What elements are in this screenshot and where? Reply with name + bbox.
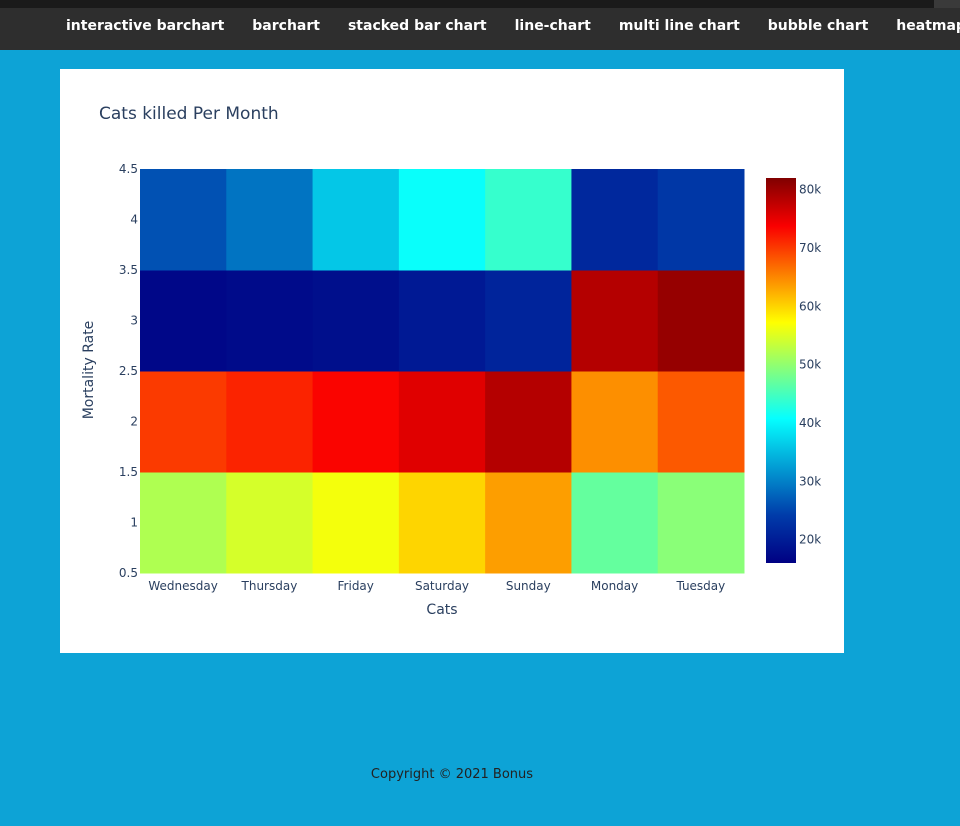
navbar: interactive barchart barchart stacked ba…: [0, 0, 960, 50]
heatmap-cell: [140, 169, 227, 271]
x-axis-ticks: Wednesday Thursday Friday Saturday Sunday Mon…: [148, 579, 725, 593]
colorbar-tick-label: 40k: [799, 416, 821, 430]
colorbar-tick-label: 20k: [799, 533, 821, 547]
colorbar: [766, 178, 796, 563]
x-tick-label: Sunday: [506, 579, 551, 593]
heatmap-cell: [312, 270, 400, 372]
colorbar-tick-label: 70k: [799, 241, 821, 255]
nav-links: interactive barchart barchart stacked ba…: [52, 14, 960, 38]
nav-link-bubble-chart[interactable]: bubble chart: [767, 18, 869, 34]
heatmap-cell: [657, 270, 745, 372]
nav-link-multi-line-chart[interactable]: multi line chart: [618, 18, 740, 34]
heatmap-cell: [398, 371, 486, 473]
y-tick-label: 3: [130, 314, 138, 328]
heatmap-cell: [657, 472, 745, 574]
colorbar-tick-label: 50k: [799, 358, 821, 372]
x-tick-label: Saturday: [415, 579, 469, 593]
heatmap-cell: [226, 270, 314, 372]
chart-title: Cats killed Per Month: [99, 104, 279, 124]
heatmap-cell: [657, 169, 745, 271]
heatmap-cell: [571, 472, 659, 574]
colorbar-tick-label: 80k: [799, 183, 821, 197]
heatmap-cell: [398, 169, 486, 271]
y-tick-label: 4.5: [119, 162, 138, 176]
heatmap-cell: [657, 371, 745, 473]
heatmap-cell: [312, 371, 400, 473]
footer-copyright: Copyright © 2021 Bonus: [370, 767, 534, 782]
y-tick-label: 4: [130, 213, 138, 227]
nav-link-stacked-bar-chart[interactable]: stacked bar chart: [347, 18, 487, 34]
heatmap-cell: [485, 270, 572, 372]
colorbar-tick-label: 30k: [799, 474, 821, 488]
heatmap-cell: [485, 169, 572, 271]
heatmap-cell: [571, 169, 659, 271]
colorbar-tick-label: 60k: [799, 299, 821, 313]
heatmap-cell: [140, 371, 227, 473]
heatmap-cell: [485, 472, 572, 574]
x-tick-label: Thursday: [241, 579, 298, 593]
y-tick-label: 3.5: [119, 263, 138, 277]
nav-link-heatmap[interactable]: heatmap: [896, 18, 960, 34]
nav-link-barchart[interactable]: barchart: [252, 18, 320, 34]
x-tick-label: Monday: [591, 579, 638, 593]
y-axis-label: Mortality Rate: [81, 321, 97, 420]
heatmap-cell: [226, 371, 314, 473]
heatmap-cell: [140, 472, 227, 574]
heatmap-cell: [485, 371, 572, 473]
navbar-corner: [934, 0, 960, 8]
heatmap-chart: Cats killed Per Month 0.5 1 1.5 2 2.5 3 3.5 4 4.…: [81, 104, 821, 618]
heatmap-cell: [398, 270, 486, 372]
navbar-top-strip: [0, 0, 960, 8]
heatmap-cell: [140, 270, 227, 372]
x-axis-label: Cats: [426, 602, 457, 618]
y-axis-ticks: 0.5 1 1.5 2 2.5 3 3.5 4 4.5: [119, 162, 138, 580]
y-tick-label: 1: [130, 516, 138, 530]
y-tick-label: 2.5: [119, 364, 138, 378]
y-tick-label: 2: [130, 415, 138, 429]
nav-link-interactive-barchart[interactable]: interactive barchart: [66, 18, 225, 34]
nav-link-line-chart[interactable]: line-chart: [514, 18, 591, 34]
x-tick-label: Wednesday: [148, 579, 217, 593]
heatmap-cell: [226, 472, 314, 574]
heatmap-cells: [140, 169, 745, 574]
chart-card: Cats killed Per Month 0.5 1 1.5 2 2.5 3 3.5 4 4.…: [60, 69, 844, 653]
heatmap-cell: [571, 371, 659, 473]
x-tick-label: Tuesday: [675, 579, 725, 593]
heatmap-cell: [398, 472, 486, 574]
y-tick-label: 1.5: [119, 465, 138, 479]
heatmap-cell: [312, 169, 400, 271]
heatmap-cell: [226, 169, 314, 271]
heatmap-cell: [571, 270, 659, 372]
colorbar-ticks: 20k 30k 40k 50k 60k 70k 80k: [799, 183, 821, 547]
heatmap-cell: [312, 472, 400, 574]
x-tick-label: Friday: [338, 579, 374, 593]
y-tick-label: 0.5: [119, 566, 138, 580]
